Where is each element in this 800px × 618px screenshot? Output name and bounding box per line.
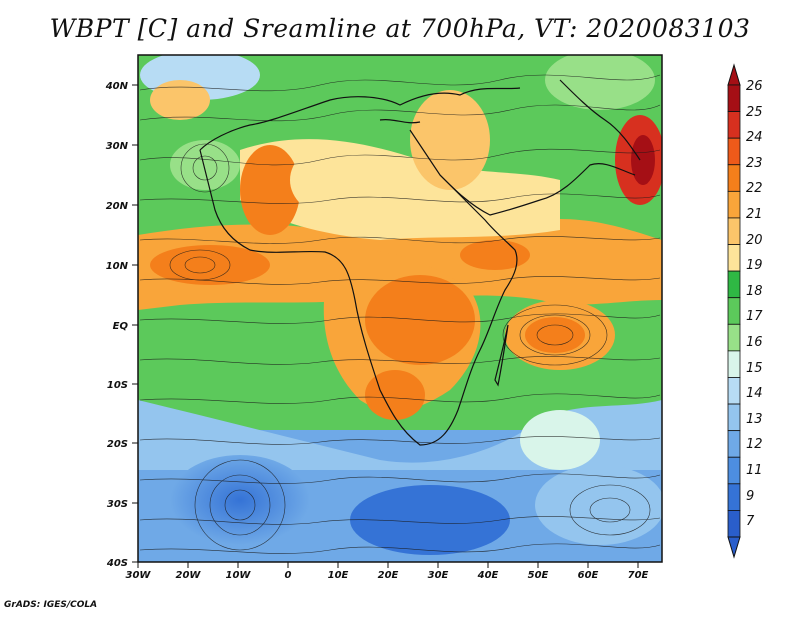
colorbar-label-26: 26 <box>746 79 763 94</box>
lat-label-40n: 40N <box>105 81 129 92</box>
colorbar-label-14: 14 <box>746 386 763 401</box>
colorbar-label-9: 9 <box>746 489 754 504</box>
lon-tick-marks <box>137 562 639 568</box>
lon-labels: 30W 20W 10W 0 10E 20E 30E 40E 50E 60E 70… <box>126 570 649 581</box>
lon-label-60e: 60E <box>578 570 599 581</box>
lat-label-10n: 10N <box>106 261 129 272</box>
lat-label-30s: 30S <box>107 499 128 510</box>
colorbar-swatch <box>727 483 741 511</box>
colorbar-swatch <box>727 297 741 325</box>
lat-label-20s: 20S <box>107 439 128 450</box>
lon-label-70e: 70E <box>628 570 649 581</box>
colorbar-label-12: 12 <box>746 437 763 452</box>
map-frame <box>137 54 663 563</box>
colorbar-swatch <box>727 350 741 378</box>
colorbar-label-16: 16 <box>746 335 763 350</box>
colorbar: 26 25 24 23 22 21 20 19 18 17 16 15 14 1… <box>727 63 763 559</box>
colorbar-label-23: 23 <box>746 156 763 171</box>
colorbar-label-18: 18 <box>746 284 763 299</box>
lon-label-0: 0 <box>285 570 292 581</box>
chart-title: WBPT [C] and Sreamline at 700hPa, VT: 20… <box>49 14 751 43</box>
colorbar-swatch <box>727 430 741 458</box>
lon-label-20w: 20W <box>176 570 202 581</box>
lon-label-40e: 40E <box>477 570 499 581</box>
colorbar-swatch <box>727 270 741 299</box>
colorbar-label-17: 17 <box>746 309 763 324</box>
colorbar-swatch <box>727 190 741 219</box>
colorbar-label-21: 21 <box>746 207 763 222</box>
colorbar-label-15: 15 <box>746 361 763 376</box>
lon-label-10e: 10E <box>328 570 349 581</box>
colorbar-label-11: 11 <box>746 463 763 478</box>
credit-text: GrADS: IGES/COLA <box>4 600 98 610</box>
colorbar-swatch <box>727 403 741 432</box>
colorbar-label-24: 24 <box>746 130 763 145</box>
lon-label-20e: 20E <box>378 570 399 581</box>
colorbar-swatch <box>727 217 741 245</box>
colorbar-swatch <box>727 377 741 405</box>
colorbar-label-25: 25 <box>746 105 763 120</box>
colorbar-swatch <box>727 84 741 112</box>
lat-label-30n: 30N <box>106 141 129 152</box>
colorbar-label-19: 19 <box>746 258 763 273</box>
lat-label-10s: 10S <box>107 380 128 391</box>
coastlines <box>199 79 641 446</box>
colorbar-label-20: 20 <box>746 233 763 248</box>
lon-label-50e: 50E <box>528 570 549 581</box>
arrow-down-icon <box>727 536 741 559</box>
colorbar-swatch <box>727 456 741 485</box>
colorbar-swatch <box>727 323 741 352</box>
colorbar-swatch <box>727 137 741 166</box>
lat-label-20n: 20N <box>106 201 129 212</box>
arrow-up-icon <box>727 63 741 86</box>
lat-label-eq: EQ <box>113 321 129 332</box>
colorbar-label-13: 13 <box>746 412 763 427</box>
lon-label-30e: 30E <box>428 570 449 581</box>
colorbar-swatch <box>727 244 741 272</box>
lat-labels: 40N 30N 20N 10N EQ 10S 20S 30S 40S <box>105 81 129 569</box>
wbpt-field <box>138 55 662 562</box>
colorbar-swatch <box>727 510 741 538</box>
lon-label-30w: 30W <box>126 570 152 581</box>
lon-label-10w: 10W <box>226 570 252 581</box>
colorbar-swatch <box>727 111 741 139</box>
colorbar-label-22: 22 <box>746 181 763 196</box>
colorbar-swatch <box>727 164 741 192</box>
colorbar-label-7: 7 <box>746 514 755 529</box>
lat-label-40s: 40S <box>106 558 128 569</box>
lat-tick-marks <box>132 84 138 563</box>
